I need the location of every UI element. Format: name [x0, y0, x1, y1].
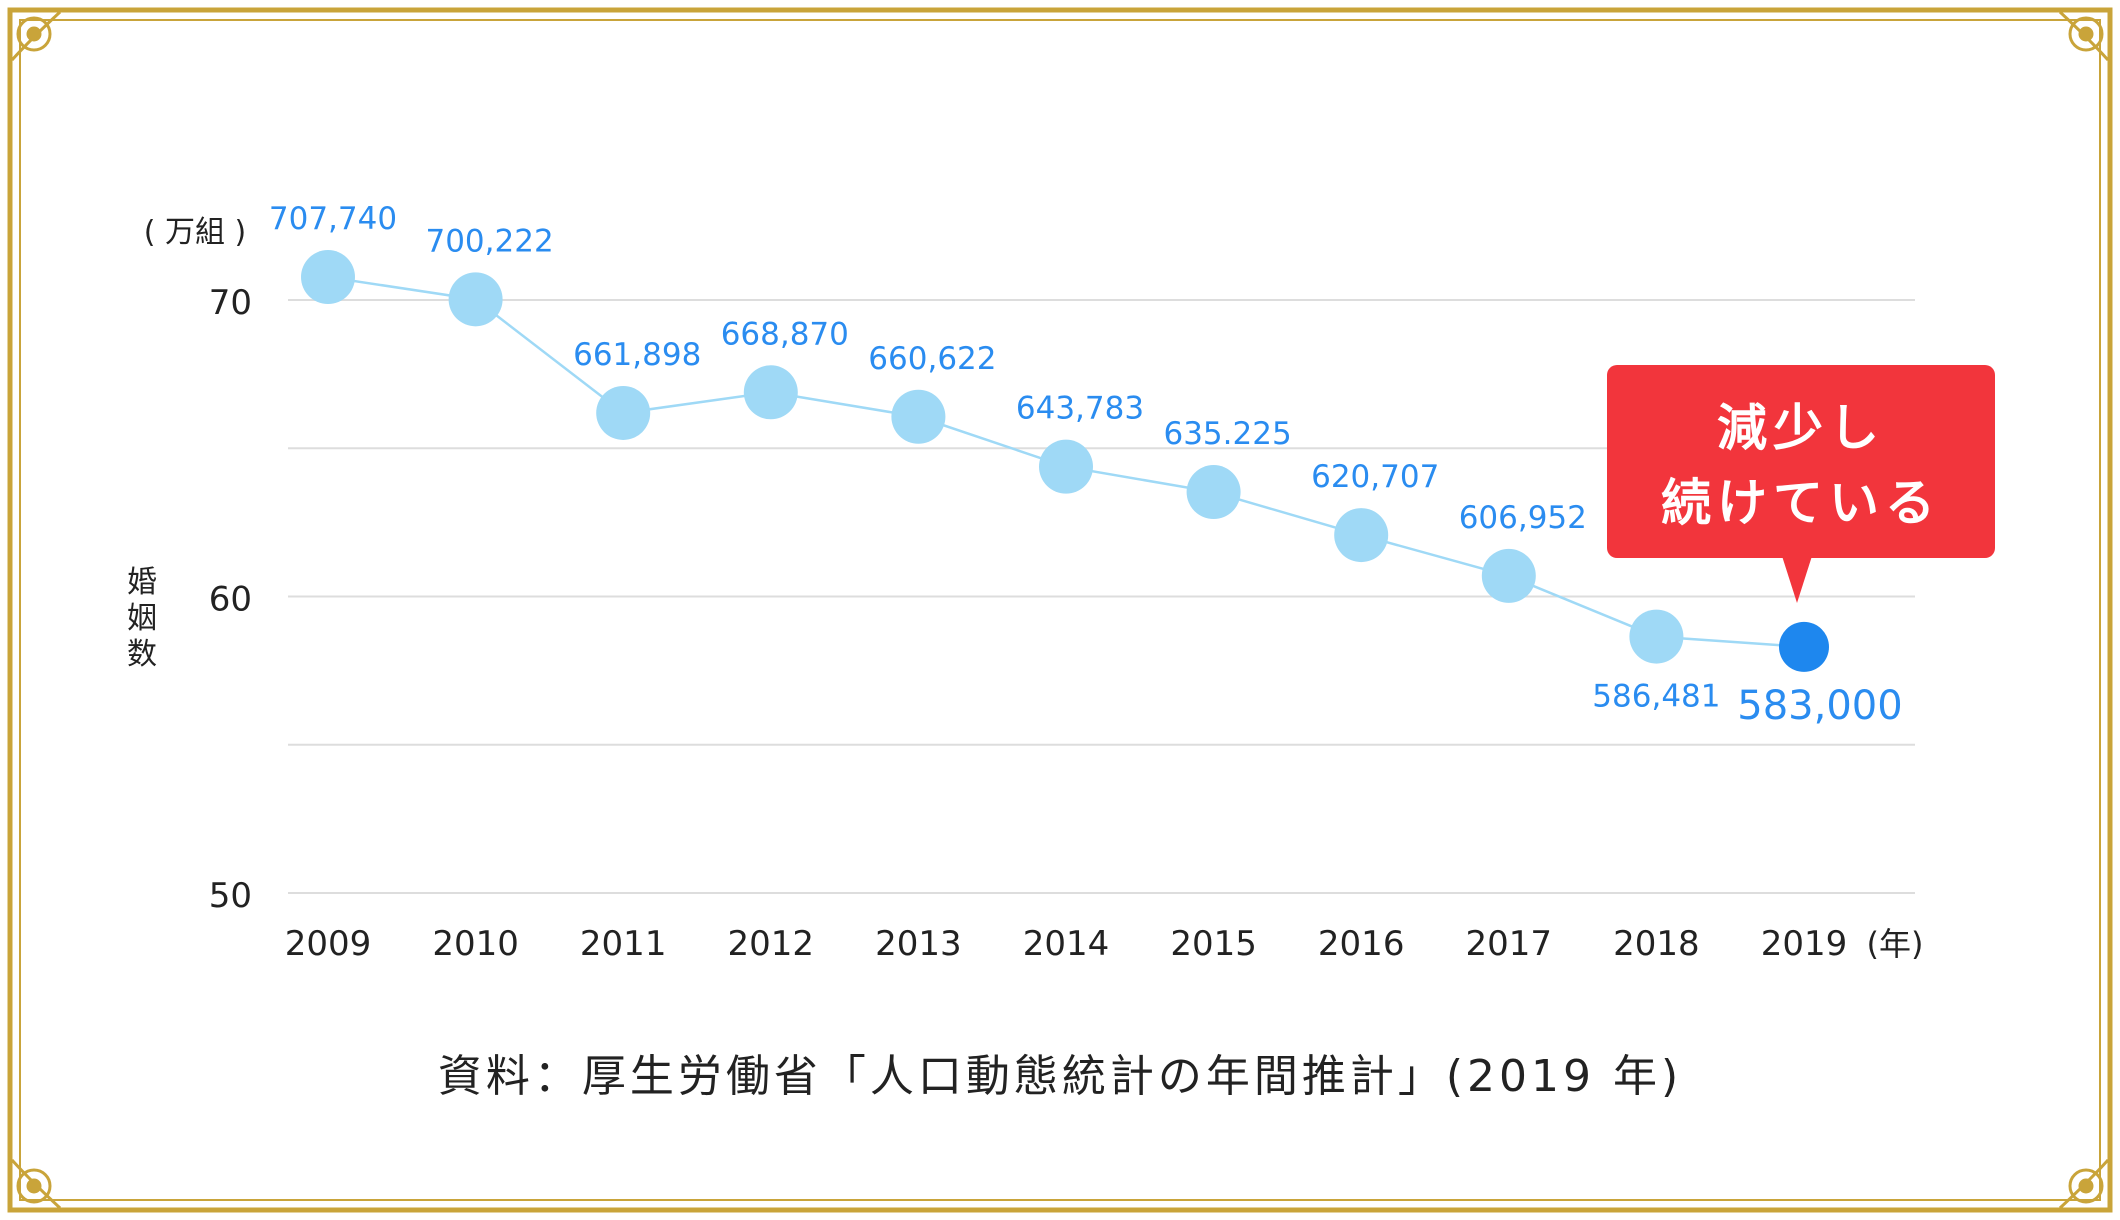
data-point: [891, 389, 946, 444]
source-note: 資料：厚生労働省「人口動態統計の年間推計」(2019 年): [437, 1051, 1683, 1102]
x-tick-label: 2018: [1613, 924, 1700, 964]
x-tick-label: 2010: [432, 924, 519, 964]
y-tick-label: 50: [209, 876, 252, 916]
data-labels: 707,740 700,222 661,898 668,870 660,622 643,7…: [269, 201, 1903, 729]
callout: 減少し 続けている: [1607, 365, 1995, 603]
data-point: [596, 385, 651, 440]
data-point: [1039, 439, 1093, 494]
data-point: [301, 250, 355, 305]
data-label: 606,952: [1459, 500, 1587, 536]
x-tick-label: 2016: [1318, 924, 1405, 964]
y-axis-label-char: 姻: [127, 601, 157, 636]
x-axis-unit: (年): [1867, 925, 1924, 963]
data-label: 660,622: [868, 341, 996, 377]
data-point: [448, 272, 503, 327]
x-tick-label: 2009: [285, 924, 372, 964]
x-tick-label: 2014: [1023, 924, 1110, 964]
corner-ornament-bottom-right: [2058, 1158, 2110, 1210]
corner-ornament-top-left: [10, 10, 62, 62]
x-tick-label: 2013: [875, 924, 962, 964]
data-point: [1334, 508, 1389, 563]
callout-pointer: [1782, 556, 1812, 603]
data-label: 707,740: [269, 201, 397, 237]
y-tick-label: 70: [209, 283, 252, 323]
data-label: 643,783: [1016, 391, 1144, 427]
corner-ornament-bottom-left: [10, 1158, 62, 1210]
highlight-point: [1779, 621, 1829, 672]
data-label: 586,481: [1592, 679, 1720, 715]
y-axis-label-char: 婚: [127, 565, 157, 600]
x-tick-label: 2019: [1761, 924, 1848, 964]
data-label: 620,707: [1311, 459, 1439, 495]
callout-box: [1607, 365, 1995, 558]
data-label: 635.225: [1163, 416, 1291, 452]
y-axis-label-char: 数: [127, 637, 157, 672]
data-point: [1186, 465, 1241, 520]
x-tick-label: 2015: [1170, 924, 1257, 964]
data-label: 700,222: [425, 223, 553, 259]
x-tick-label: 2017: [1466, 924, 1553, 964]
y-tick-label: 60: [209, 580, 252, 620]
callout-line2: 続けている: [1661, 474, 1941, 532]
data-label: 668,870: [721, 316, 849, 352]
y-axis-label: 婚姻数: [127, 565, 157, 672]
x-axis-ticks: 2009 2010 2011 2012 2013 2014 2015 2016 2017 2018…: [285, 924, 1848, 964]
gridlines: [288, 299, 1915, 894]
data-label: 583,000: [1737, 683, 1902, 729]
data-point: [1481, 548, 1536, 603]
data-point: [1629, 609, 1684, 664]
data-point: [743, 365, 798, 420]
corner-ornament-top-right: [2058, 10, 2110, 62]
data-points: [301, 250, 1829, 672]
y-axis-unit: ( 万組 ): [144, 215, 246, 250]
callout-line1: 減少し: [1717, 399, 1885, 457]
data-label: 661,898: [573, 337, 701, 373]
y-axis-ticks: 70 60 50: [209, 283, 252, 916]
x-tick-label: 2012: [728, 924, 815, 964]
x-tick-label: 2011: [580, 924, 667, 964]
